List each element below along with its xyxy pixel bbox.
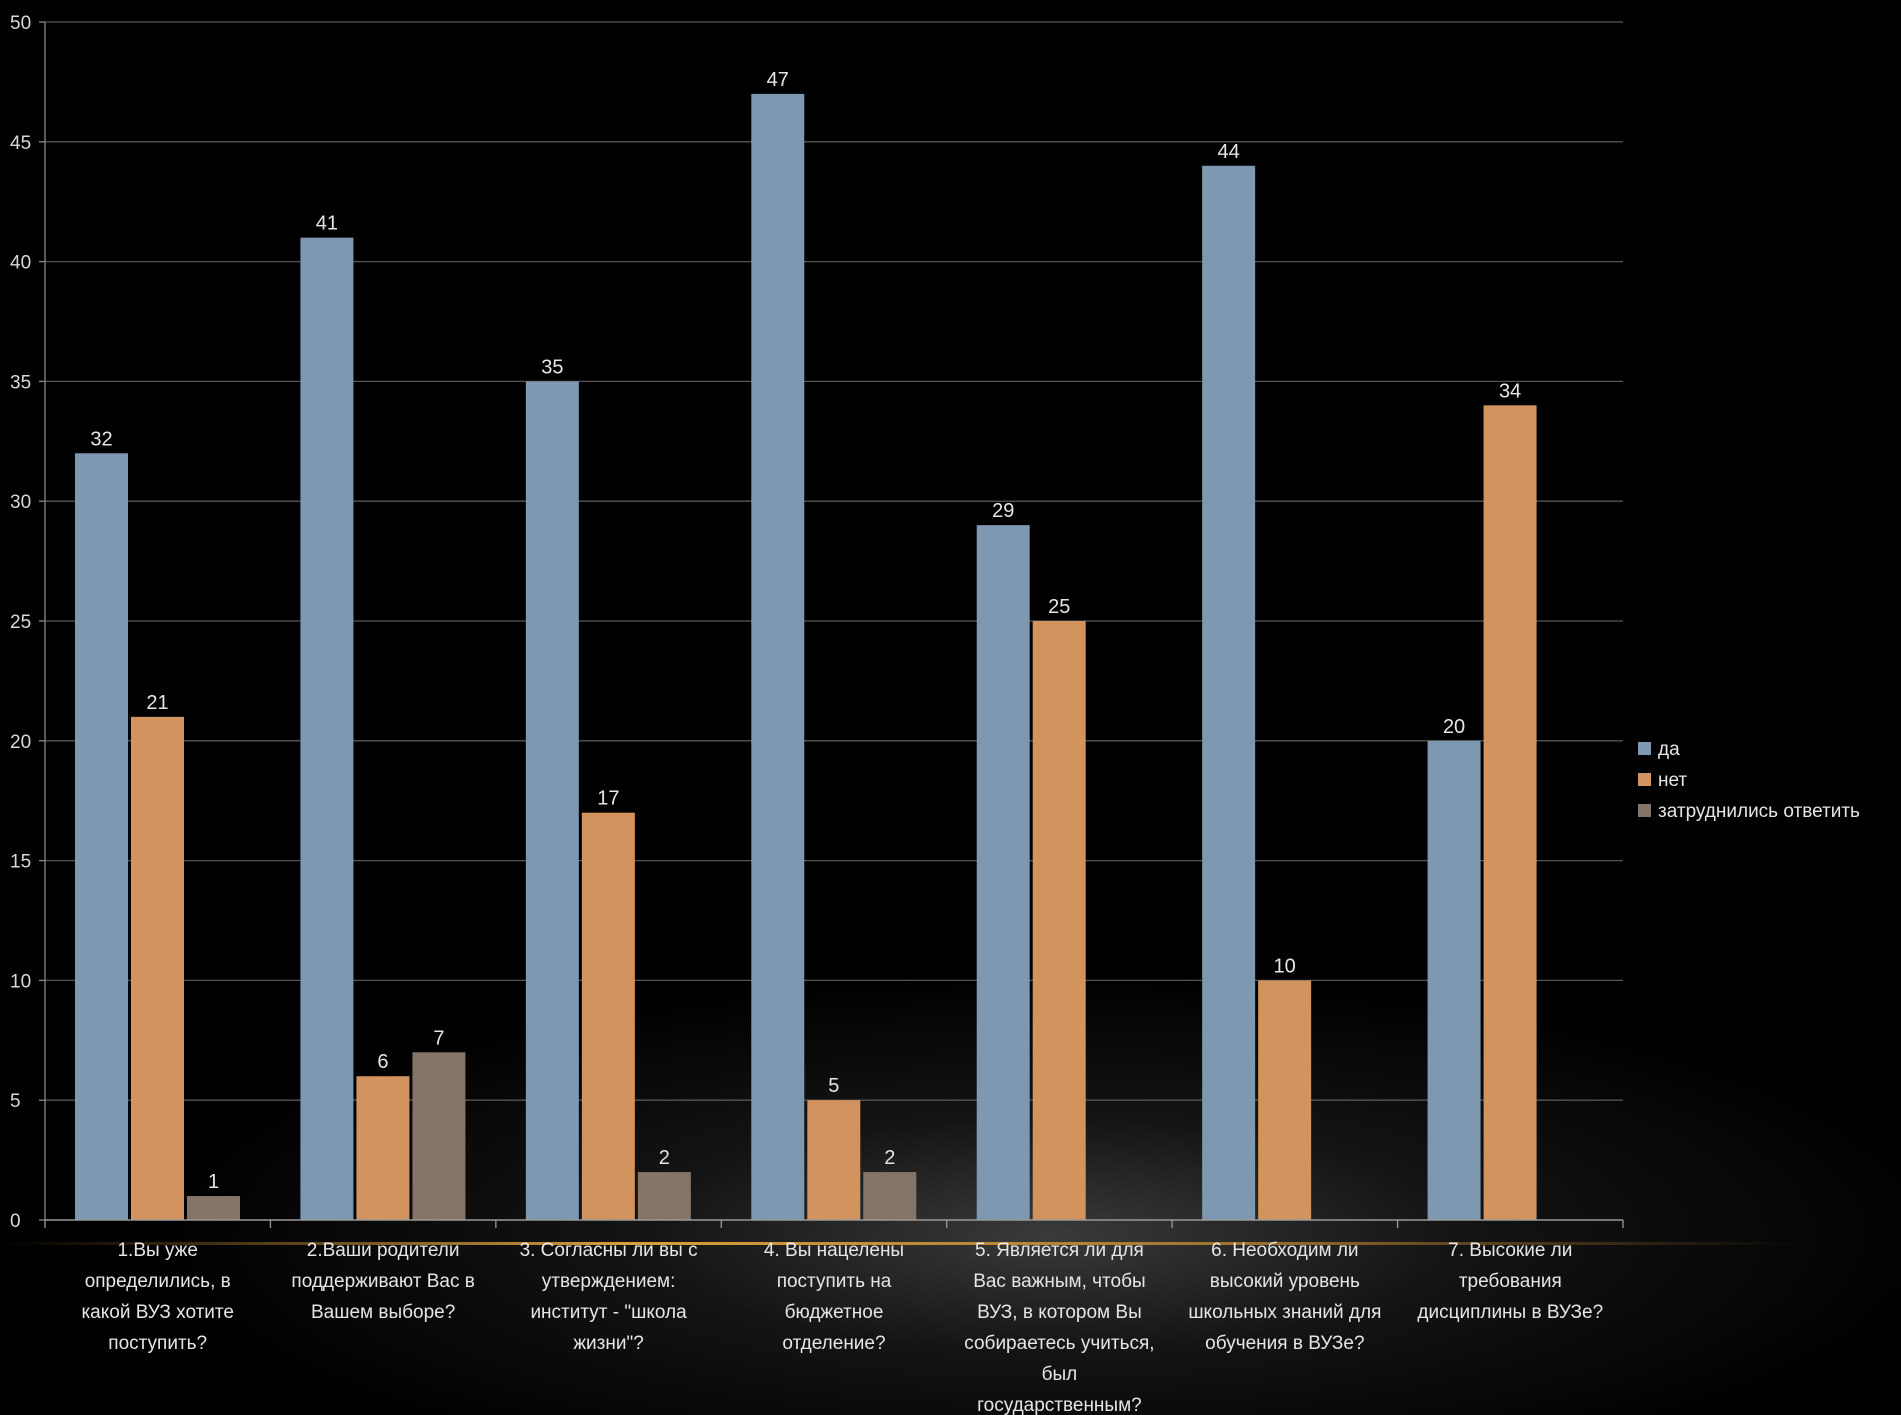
y-tick-label: 45 [10,133,31,154]
bar [412,1052,466,1220]
bar [525,381,579,1220]
bar [751,93,805,1220]
bar [976,525,1030,1220]
x-category-label: 7. Высокие ли требования дисциплины в ВУЗе… [1417,1240,1603,1323]
data-label: 21 [146,692,168,714]
bar [187,1196,240,1220]
bar [356,1076,410,1220]
data-label: 47 [767,69,789,91]
x-category-label: 1.Вы уже определились, в какой ВУЗ хотите п… [81,1240,234,1354]
data-label: 29 [992,500,1014,522]
x-category-label: 5. Является ли для Вас важным, чтобы ВУЗ, … [964,1240,1154,1415]
data-label: 10 [1274,955,1296,977]
bars [75,93,1537,1220]
y-tick-label: 0 [10,1211,21,1232]
data-label: 2 [884,1147,895,1169]
data-label: 6 [377,1051,388,1073]
x-axis [44,22,1624,1228]
legend-label: затруднились ответить [1658,801,1860,822]
data-label: 25 [1048,596,1070,618]
data-label: 35 [541,356,563,378]
legend-label: да [1658,739,1680,760]
bar [1202,165,1256,1220]
bar [1258,980,1312,1220]
bar [863,1172,917,1220]
category-labels: 1.Вы уже определились, в какой ВУЗ хотите п… [81,1240,1603,1415]
x-category-label: 3. Согласны ли вы с утверждением: институт… [520,1240,698,1354]
bar [1483,405,1537,1220]
y-tick-label: 35 [10,372,31,393]
data-label: 32 [90,428,112,450]
decorative-glow-line [0,1242,1800,1245]
bar [75,453,128,1220]
y-tick-label: 50 [10,13,31,34]
y-tick-label: 40 [10,253,31,274]
grid-lines [45,21,1623,1101]
legend-swatch [1638,773,1651,786]
legend-swatch [1638,804,1651,817]
y-tick-label: 30 [10,492,31,513]
data-label: 44 [1218,141,1240,163]
data-label: 41 [316,213,338,235]
data-label: 17 [597,788,619,810]
data-label: 5 [828,1075,839,1097]
data-label: 34 [1499,380,1521,402]
y-tick-label: 5 [10,1091,21,1112]
bar [1427,740,1481,1220]
data-label: 2 [659,1147,670,1169]
y-tick-label: 10 [10,971,31,992]
x-category-label: 6. Необходим ли высокий уровень школьных з… [1188,1240,1381,1354]
x-category-label: 2.Ваши родители поддерживают Вас в Вашем в… [291,1240,474,1323]
bar [637,1172,691,1220]
y-tick-label: 15 [10,852,31,873]
y-axis-ticks: 0 5 10 15 20 25 30 35 40 45 50 [10,13,45,1232]
x-category-label: 4. Вы нацелены поступить на бюджетное отдел… [764,1240,904,1354]
bar [131,716,184,1220]
data-label: 1 [208,1171,219,1193]
data-label: 7 [433,1027,444,1049]
bar [1032,621,1086,1220]
data-label: 20 [1443,716,1465,738]
bar [300,237,354,1220]
bar [581,812,635,1220]
y-tick-label: 25 [10,612,31,633]
legend-label: нет [1658,770,1687,791]
legend-swatch [1638,742,1651,755]
bar [807,1100,861,1220]
legend: да нет затруднились ответить [1638,739,1860,822]
y-tick-label: 20 [10,732,31,753]
